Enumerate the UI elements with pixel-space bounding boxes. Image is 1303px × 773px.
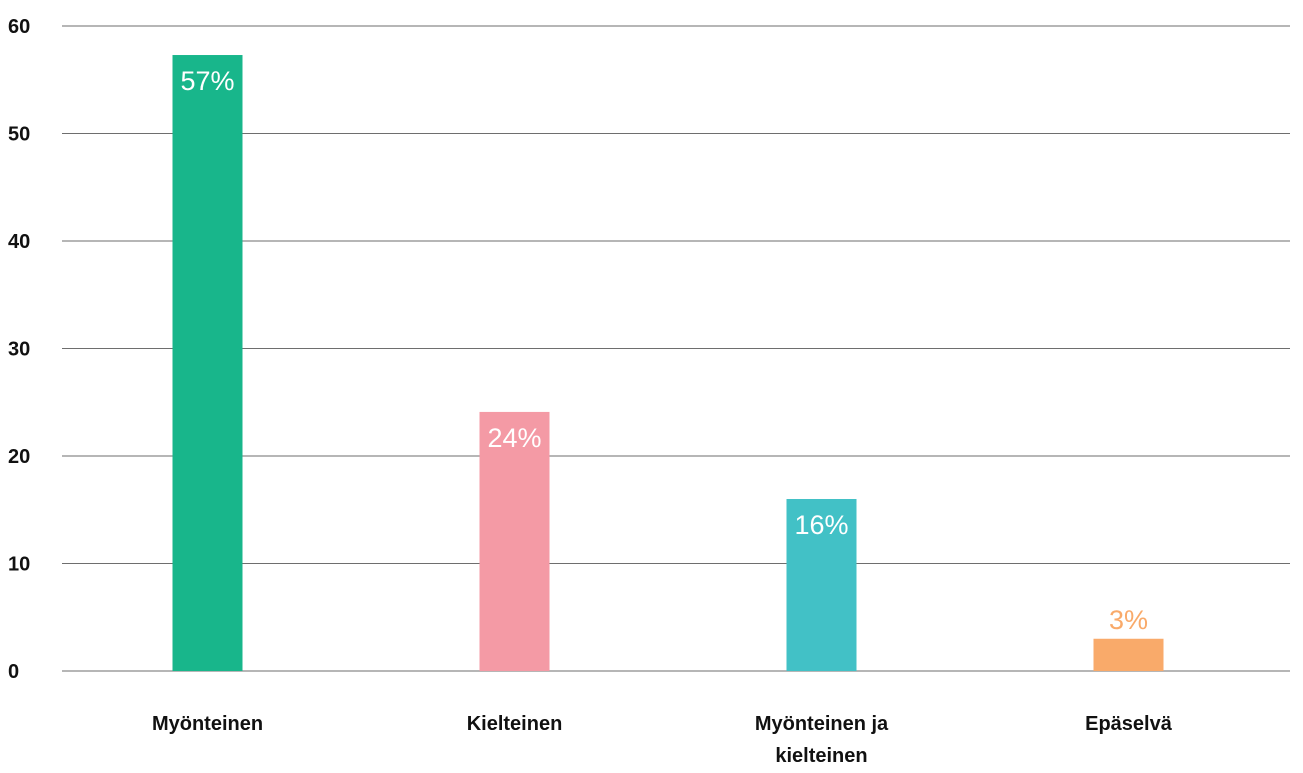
data-labels: 57% 24% 16% 3% [180,66,1148,635]
bar-1 [172,55,243,671]
category-label-line: Myönteinen ja [755,713,889,735]
data-label-2: 24% [487,423,541,453]
y-tick-label-0: 0 [8,661,19,683]
category-label-line: Myönteinen [152,713,263,735]
y-tick-label-30: 30 [8,339,30,361]
category-label-line: kielteinen [775,745,867,767]
gridlines [62,25,1290,672]
bar-3 [786,499,857,671]
category-label-line: Kielteinen [467,713,563,735]
data-label-3: 16% [794,510,848,540]
y-tick-label-50: 50 [8,124,30,146]
bar-2 [479,411,550,671]
category-label-line: Epäselvä [1085,713,1173,735]
y-tick-label-20: 20 [8,446,30,468]
category-label-4: Epäselvä [1085,713,1173,735]
category-label-2: Kielteinen [467,713,563,735]
y-tick-label-10: 10 [8,554,30,576]
category-label-1: Myönteinen [152,713,263,735]
category-label-3: Myönteinen ja kielteinen [755,713,889,767]
y-tick-label-60: 60 [8,16,30,38]
bars [172,55,1164,671]
data-label-1: 57% [180,66,234,96]
y-tick-label-40: 40 [8,231,30,253]
data-label-4: 3% [1109,605,1148,635]
y-axis-ticks: 0 10 20 30 40 50 60 [8,16,30,683]
category-labels: Myönteinen Kielteinen Myönteinen ja kieltei… [152,713,1173,767]
bar-4 [1093,638,1164,671]
